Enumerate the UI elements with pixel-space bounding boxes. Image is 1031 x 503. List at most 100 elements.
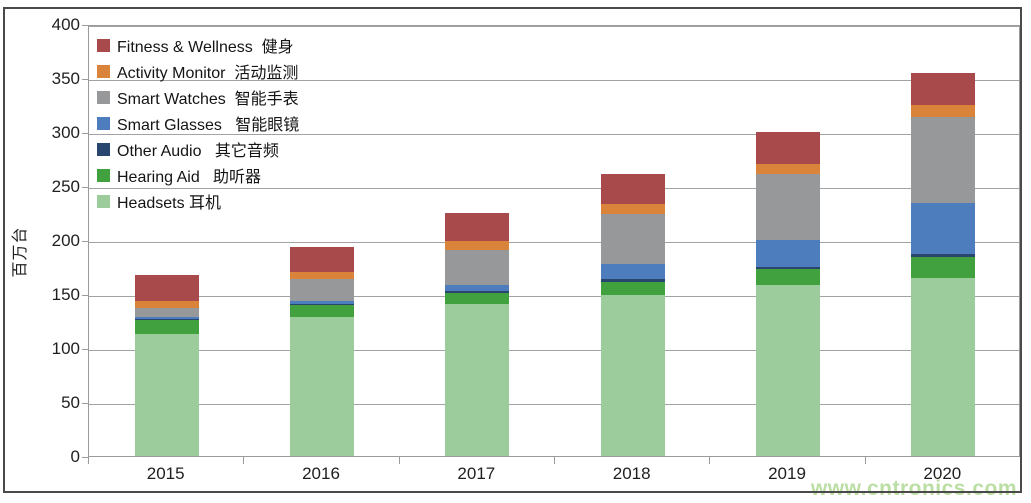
y-tick-label-250: 250 (51, 177, 80, 196)
segment-smart-glasses-2018 (600, 263, 665, 279)
y-tick-mark (82, 79, 88, 80)
legend-label: Smart Watches 智能手表 (117, 91, 299, 108)
stacked-bar-2020 (911, 72, 976, 456)
segment-headsets-2017 (445, 303, 510, 456)
legend-swatch-icon (97, 194, 110, 208)
legend-swatch-icon (97, 90, 110, 104)
segment-other-audio-2015 (134, 318, 199, 320)
segment-activity-monitor-2015 (134, 300, 199, 309)
gridline-350 (89, 80, 1019, 81)
segment-other-audio-2019 (756, 267, 820, 270)
plot-area (88, 25, 1020, 457)
gridline-150 (89, 296, 1019, 297)
x-axis-label-2016: 2016 (302, 464, 340, 483)
segment-hearing-aid-2020 (911, 257, 976, 278)
stacked-bar-2017 (445, 213, 510, 456)
segment-fitness-wellness-2020 (911, 72, 976, 106)
legend-item-activity-monitor: Activity Monitor 活动监测 (97, 58, 299, 84)
x-tick-mark (1020, 457, 1021, 464)
y-tick-label-350: 350 (51, 69, 80, 88)
gridline-250 (89, 188, 1019, 189)
segment-smart-glasses-2020 (911, 203, 976, 255)
segment-smart-glasses-2017 (445, 285, 510, 291)
segment-activity-monitor-2020 (911, 105, 976, 117)
gridline-100 (89, 350, 1019, 351)
segment-other-audio-2016 (290, 303, 354, 305)
y-axis-title: 百万台 (12, 226, 29, 278)
segment-smart-watches-2020 (911, 116, 976, 204)
y-tick-mark (82, 349, 88, 350)
gridline-200 (89, 242, 1019, 243)
y-tick-mark (82, 295, 88, 296)
segment-activity-monitor-2019 (756, 164, 820, 175)
y-tick-label-50: 50 (61, 393, 80, 412)
legend: Fitness & Wellness 健身 Activity Monitor 活动… (97, 32, 299, 214)
segment-fitness-wellness-2018 (600, 174, 665, 205)
segment-fitness-wellness-2016 (290, 246, 354, 273)
y-tick-label-0: 0 (70, 447, 80, 466)
y-tick-mark (82, 403, 88, 404)
segment-hearing-aid-2019 (756, 269, 820, 286)
x-tick-mark (398, 457, 400, 464)
segment-hearing-aid-2016 (290, 304, 354, 317)
segment-other-audio-2020 (911, 254, 976, 258)
segment-smart-watches-2018 (600, 214, 665, 264)
segment-fitness-wellness-2019 (756, 132, 820, 165)
legend-label: Other Audio 其它音频 (117, 143, 279, 160)
legend-item-smart-watches: Smart Watches 智能手表 (97, 84, 299, 110)
segment-other-audio-2017 (445, 290, 510, 293)
legend-label: Activity Monitor 活动监测 (117, 65, 299, 82)
x-tick-mark (709, 457, 711, 464)
gridline-300 (89, 134, 1019, 135)
x-axis-label-2017: 2017 (457, 464, 496, 483)
y-tick-label-400: 400 (51, 15, 80, 34)
segment-smart-glasses-2019 (756, 240, 820, 268)
stacked-bar-2015 (134, 274, 199, 456)
x-tick-mark (554, 457, 555, 464)
legend-swatch-icon (97, 142, 110, 156)
segment-fitness-wellness-2015 (134, 274, 199, 301)
segment-smart-watches-2017 (445, 249, 510, 286)
y-tick-mark (82, 133, 88, 134)
segment-smart-watches-2019 (756, 174, 820, 241)
legend-swatch-icon (97, 168, 110, 182)
segment-activity-monitor-2018 (600, 204, 665, 215)
segment-hearing-aid-2018 (600, 282, 665, 296)
legend-item-smart-glasses: Smart Glasses 智能眼镜 (97, 110, 299, 136)
gridline-50 (89, 404, 1019, 405)
stacked-bar-2016 (290, 246, 354, 456)
legend-item-other-audio: Other Audio 其它音频 (97, 136, 299, 162)
segment-hearing-aid-2015 (134, 319, 199, 334)
y-tick-label-150: 150 (51, 285, 80, 304)
stacked-bar-2018 (600, 174, 665, 456)
legend-swatch-icon (97, 64, 110, 78)
y-tick-label-200: 200 (51, 231, 80, 250)
y-tick-mark (82, 25, 88, 26)
segment-smart-glasses-2015 (134, 316, 199, 319)
segment-smart-watches-2015 (134, 308, 199, 317)
segment-other-audio-2018 (600, 278, 665, 283)
segment-fitness-wellness-2017 (445, 213, 510, 242)
segment-headsets-2019 (756, 285, 820, 456)
watermark: www.cntronics.com (810, 477, 1017, 500)
legend-item-headsets: Headsets 耳机 (97, 188, 299, 214)
x-tick-mark (864, 457, 866, 464)
legend-label: Headsets 耳机 (117, 195, 222, 212)
gridline-400 (89, 26, 1019, 27)
x-axis-label-2018: 2018 (612, 464, 651, 483)
segment-smart-glasses-2016 (290, 300, 354, 304)
segment-headsets-2020 (911, 277, 976, 456)
x-axis-label-2019: 2019 (768, 464, 806, 483)
x-tick-mark (88, 457, 89, 464)
legend-item-fitness-wellness: Fitness & Wellness 健身 (97, 32, 299, 58)
legend-swatch-icon (97, 38, 110, 52)
segment-activity-monitor-2017 (445, 241, 510, 250)
segment-hearing-aid-2017 (445, 292, 510, 304)
stacked-bar-2019 (756, 132, 820, 456)
y-tick-mark (82, 457, 88, 458)
segment-headsets-2018 (600, 295, 665, 456)
y-tick-mark (82, 187, 88, 188)
legend-swatch-icon (97, 116, 110, 130)
legend-label: Smart Glasses 智能眼镜 (117, 117, 300, 134)
